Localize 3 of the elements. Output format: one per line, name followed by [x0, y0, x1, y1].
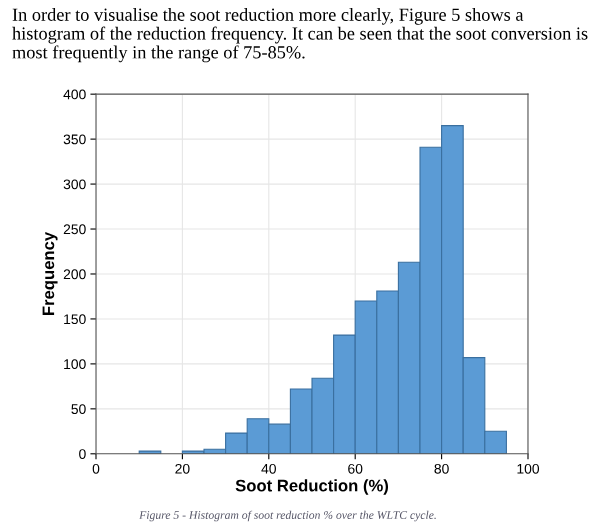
x-axis-title: Soot Reduction (%): [235, 479, 389, 495]
text: In order to visualise the soot reduction more clearly, Figure 5 shows a histogram of the reduction frequency. It can be seen that the soot conversion is most frequently in the range of 75-85%.: [12, 7, 588, 63]
y-axis-title: Frequency: [42, 231, 58, 315]
